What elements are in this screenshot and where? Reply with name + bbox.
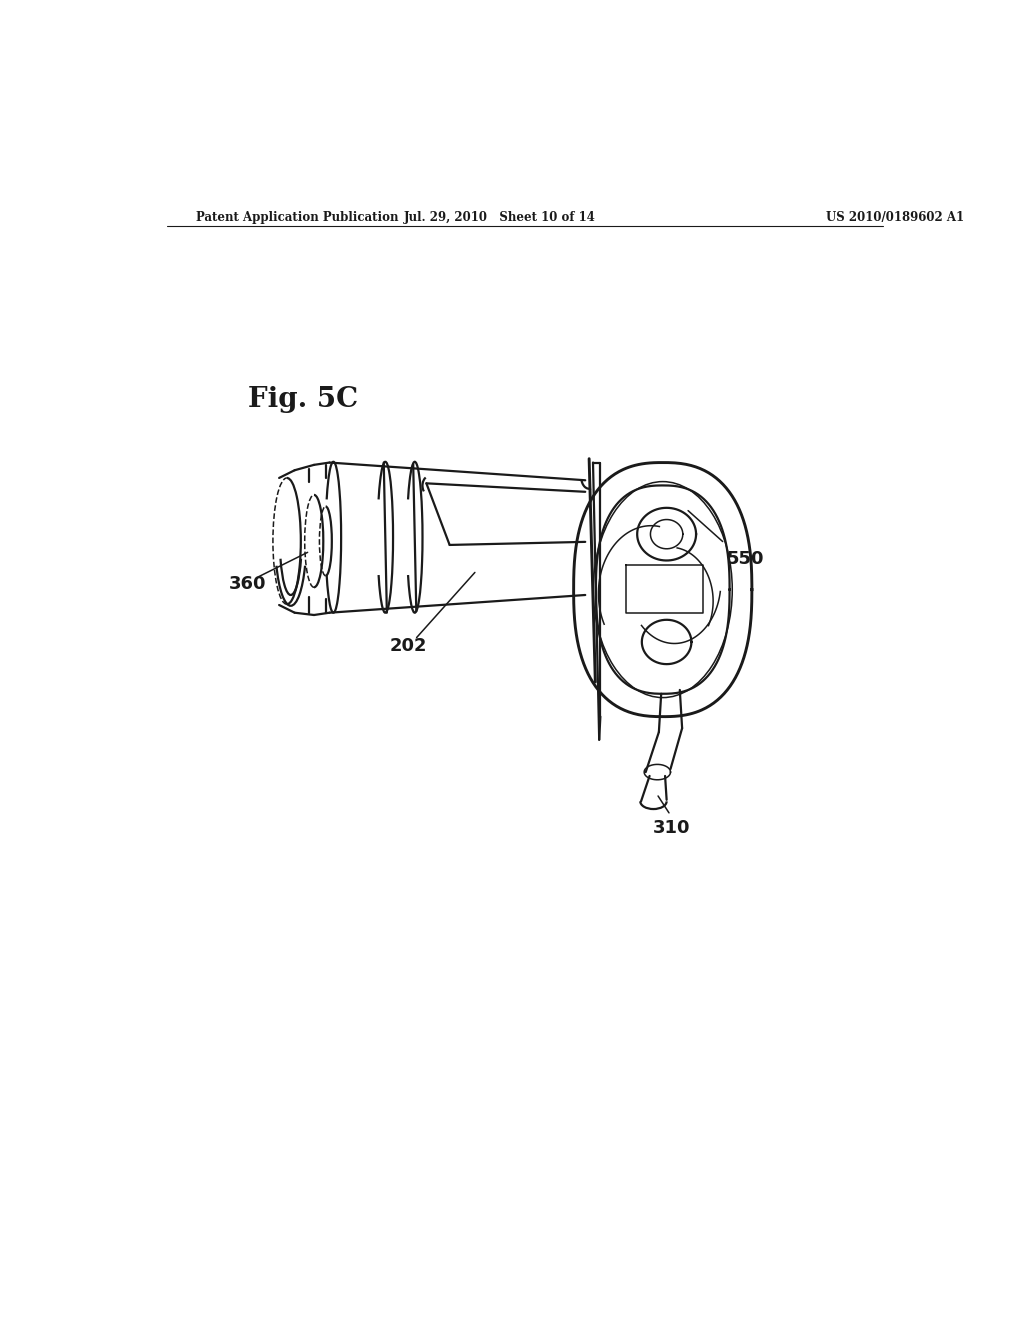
Text: Jul. 29, 2010   Sheet 10 of 14: Jul. 29, 2010 Sheet 10 of 14: [404, 211, 596, 224]
Text: 550: 550: [726, 549, 764, 568]
Text: 360: 360: [228, 576, 266, 593]
Text: Fig. 5C: Fig. 5C: [248, 385, 358, 413]
Text: US 2010/0189602 A1: US 2010/0189602 A1: [825, 211, 964, 224]
Text: 202: 202: [390, 636, 427, 655]
Text: 310: 310: [653, 818, 691, 837]
Text: Patent Application Publication: Patent Application Publication: [197, 211, 398, 224]
